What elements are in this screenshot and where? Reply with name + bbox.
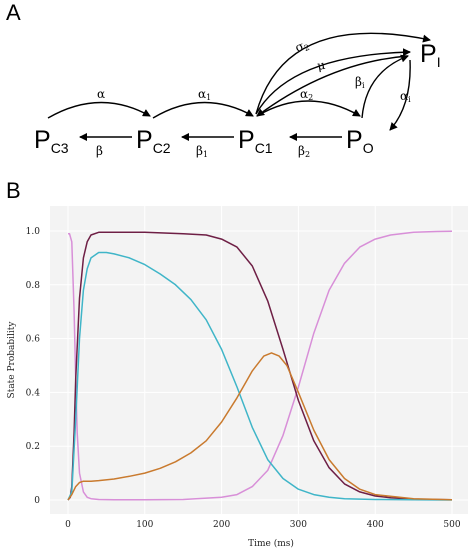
y-tick-label: 0 [34, 496, 40, 506]
arrow-pc1-pi-mu [255, 48, 411, 115]
y-tick-label: 0.6 [26, 335, 41, 345]
grid [50, 206, 468, 514]
state-pc2: PC2 [136, 126, 171, 156]
rate-betai: βi [355, 75, 365, 90]
series-line-2 [67, 231, 453, 501]
x-tick-label: 0 [65, 520, 71, 530]
arrow-pi-po-alphai [389, 59, 411, 131]
state-pc2-main: P [136, 126, 153, 154]
state-pc1: PC1 [238, 126, 273, 156]
rate-alpha2: α2 [300, 87, 313, 102]
series-group [67, 230, 453, 501]
state-po-sub: O [363, 140, 374, 156]
y-tick-label: 0.4 [26, 388, 41, 398]
state-pi: PI [420, 40, 441, 70]
x-tick-label: 100 [136, 520, 153, 530]
y-axis-ticks: 0 0.2 0.4 0.6 0.8 1.0 [26, 227, 41, 506]
state-pc3: PC3 [34, 126, 69, 156]
x-axis-title: Time (ms) [248, 538, 294, 549]
rate-beta1: β1 [196, 144, 208, 159]
rate-alpha1: α1 [198, 87, 211, 102]
state-probability-chart: 0 0.2 0.4 0.6 0.8 1.0 0 100 200 300 400 500 Time (… [7, 206, 468, 549]
x-tick-label: 300 [290, 520, 307, 530]
y-tick-label: 0.2 [26, 442, 40, 452]
svg-text:PC3: PC3 [34, 126, 69, 156]
y-axis-title: State Probability [7, 321, 17, 399]
plot-background [50, 206, 468, 514]
panel-b-label: B [6, 178, 21, 203]
state-pc1-sub: C1 [255, 140, 273, 156]
y-tick-label: 0.8 [26, 281, 41, 291]
arrow-po-pi [361, 54, 409, 119]
svg-text:PC1: PC1 [238, 126, 273, 156]
arrow-pc1-po [256, 100, 361, 117]
series-line-4 [67, 352, 453, 501]
state-pc2-sub: C2 [153, 140, 171, 156]
x-tick-label: 500 [443, 520, 460, 530]
arrow-pc1-pi-sigma [255, 32, 431, 115]
svg-text:PO: PO [346, 126, 374, 156]
state-pi-sub: I [437, 54, 441, 70]
rate-mu: μ [316, 58, 326, 73]
y-tick-label: 1.0 [26, 227, 41, 237]
state-po-main: P [346, 126, 363, 154]
rate-alphai: αi [400, 89, 411, 104]
state-pi-main: P [420, 40, 437, 68]
x-axis-ticks: 0 100 200 300 400 500 [65, 520, 461, 530]
arrow-pi-pc1-betai [256, 55, 409, 117]
panel-a-label: A [6, 0, 21, 25]
svg-text:PC2: PC2 [136, 126, 171, 156]
markov-state-diagram: PC3 PC2 PC1 PO PI α α1 α2 β β1 β2 σ2 μ β… [34, 32, 441, 159]
rate-beta: β [96, 144, 103, 158]
state-pc1-main: P [238, 126, 255, 154]
state-pc3-sub: C3 [51, 140, 69, 156]
state-po: PO [346, 126, 374, 156]
arrow-pc3-pc2 [47, 101, 151, 119]
svg-text:PI: PI [420, 40, 441, 70]
arrow-pc2-pc1 [152, 101, 254, 119]
x-tick-label: 200 [213, 520, 230, 530]
series-line-1 [68, 230, 453, 501]
series-line-3 [67, 251, 453, 501]
state-pc3-main: P [34, 126, 51, 154]
rate-beta2: β2 [298, 144, 310, 159]
rate-alpha: α [97, 87, 105, 101]
x-tick-label: 400 [367, 520, 384, 530]
